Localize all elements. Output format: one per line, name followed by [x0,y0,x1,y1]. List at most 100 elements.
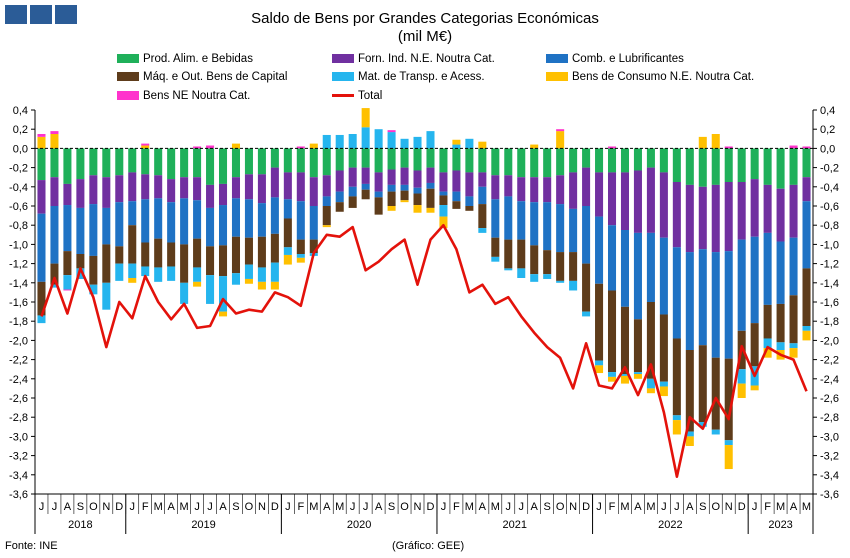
bar-segment [556,280,565,283]
bar-segment [231,148,241,178]
x-month-label: M [309,501,318,513]
legend-swatch-comb [546,54,568,64]
x-month-label: F [609,501,616,513]
bar-segment [180,198,189,245]
bar-segment [115,148,124,176]
x-month-label: J [39,501,45,513]
bar-segment [348,196,357,208]
legend-label-mat-transp: Mat. de Transp. e Acess. [358,71,485,83]
bar-segment [633,372,642,374]
bar-segment [659,314,668,382]
bar-segment [63,148,72,184]
bar-segment [50,284,59,288]
bar-segment [569,252,578,281]
bar-segment [244,264,253,279]
bar-segment [309,239,318,254]
y-tick-label-left: -3,0 [9,431,28,443]
bar-segment [530,245,539,275]
y-tick-label-left: -0,8 [9,220,28,232]
bar-segment [309,206,318,240]
bar-segment [231,273,241,285]
x-month-label: J [441,501,447,513]
bar-segment [543,148,552,178]
bar-segment [633,374,642,379]
bar-segment [76,254,85,269]
bar-segment [530,274,539,282]
x-month-label: M [335,501,344,513]
bar-segment [128,148,137,173]
bar-segment [517,201,526,240]
bar-segment [439,195,448,206]
bar-segment [491,148,500,176]
bar-segment [283,199,292,219]
bar-segment [50,148,59,178]
bar-segment [128,201,137,226]
bar-segment [478,141,487,149]
bar-segment [582,311,591,317]
x-month-label: D [271,501,279,513]
y-tick-label-left: -1,0 [9,239,28,251]
logo-box-1 [5,5,27,24]
bar-segment [646,167,655,233]
bar-segment [530,202,539,246]
bar-segment [296,201,305,240]
bar-segment [504,175,513,197]
bar-segment [193,177,202,201]
bar-segment [128,172,137,202]
x-month-label: O [711,501,720,513]
bar-segment [582,263,591,312]
bar-segment [724,146,733,149]
bar-segment [413,170,422,188]
bar-segment [154,148,163,176]
bar-segment [802,177,811,202]
bar-segment [517,177,526,202]
bar-segment [659,172,668,238]
x-month-label: N [258,501,266,513]
bar-segment [322,225,331,228]
bar-segment [218,183,228,206]
bar-segment [504,268,513,271]
bar-segment [348,167,357,187]
legend-swatch-total [332,94,354,98]
x-month-label: D [115,501,123,513]
bar-segment [724,358,733,441]
bar-segment [270,281,279,290]
bar-segment [517,148,526,178]
legend-item-bens-consumo: Bens de Consumo N.E. Noutra Cat. [546,69,754,85]
bar-segment [711,252,720,358]
bar-segment [89,175,98,205]
y-tick-label-left: 0,2 [13,124,28,136]
x-month-label: J [130,501,136,513]
bar-segment [361,167,370,184]
bar-segment [776,241,785,304]
x-month-label: S [544,501,551,513]
legend-item-bens-ne: Bens NE Noutra Cat. [117,88,250,104]
bar-segment [50,134,59,149]
bar-segment [672,338,681,416]
bar-segment [750,323,759,367]
bar-segment [698,148,707,187]
x-month-label: F [764,501,771,513]
footer-credit: (Gráfico: GEE) [392,540,465,552]
bar-segment [685,436,694,446]
bar-segment [167,202,176,243]
bar-segment [322,206,331,226]
bar-segment [504,239,513,269]
bar-segment [206,246,215,276]
bar-segment [322,134,331,149]
y-tick-label-right: -1,0 [820,239,839,251]
bar-segment [102,148,111,178]
bar-segment [776,148,785,189]
x-month-label: M [180,501,189,513]
bar-segment [231,198,241,237]
bar-segment [37,148,46,181]
bar-segment [283,247,292,255]
x-month-label: J [363,501,369,513]
bar-segment [582,148,591,168]
bar-segment [141,242,150,267]
bar-segment [698,186,707,250]
bar-segment [400,190,409,201]
bar-segment [569,280,578,291]
bar-segment [89,255,98,285]
x-year-label: 2021 [503,519,527,531]
